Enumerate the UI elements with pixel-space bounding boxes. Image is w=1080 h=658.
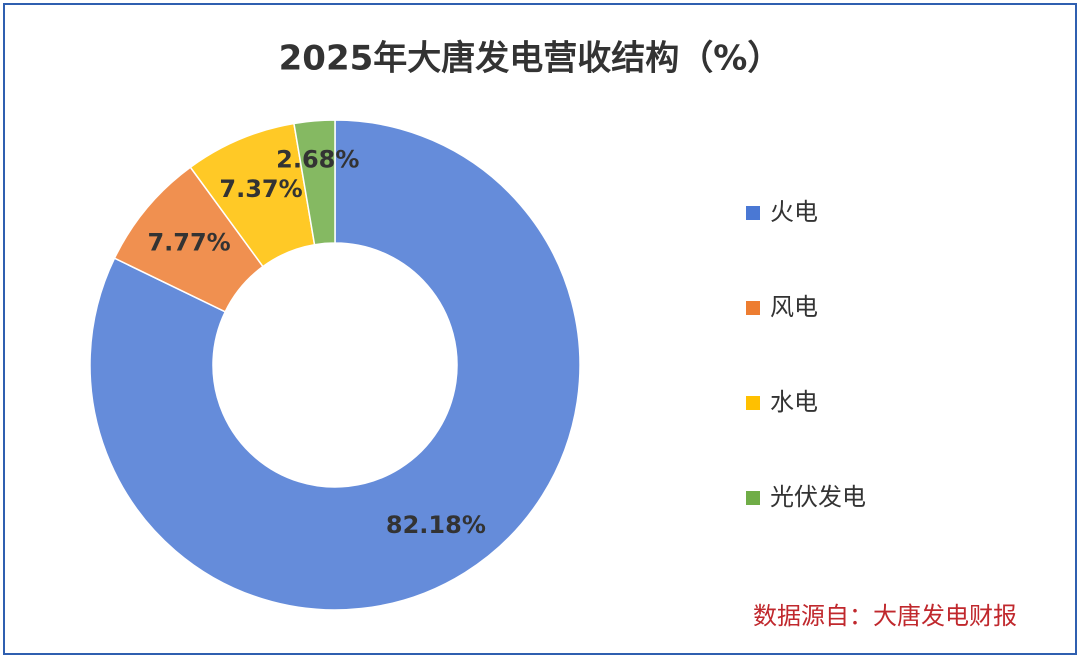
data-label: 82.18% bbox=[386, 511, 486, 539]
legend-swatch bbox=[746, 491, 760, 505]
source-note: 数据源自：大唐发电财报 bbox=[753, 602, 1017, 630]
legend-label: 水电 bbox=[770, 388, 818, 416]
donut-slice bbox=[89, 119, 581, 611]
legend-label: 风电 bbox=[770, 293, 818, 321]
legend-swatch bbox=[746, 301, 760, 315]
legend-label: 火电 bbox=[770, 198, 818, 226]
legend-swatch bbox=[746, 396, 760, 410]
donut-slice bbox=[293, 119, 336, 246]
chart-title: 2025年大唐发电营收结构（%） bbox=[279, 39, 782, 79]
legend-swatch bbox=[746, 206, 760, 220]
data-label: 7.37% bbox=[219, 175, 302, 203]
data-label: 7.77% bbox=[147, 228, 230, 256]
data-label: 2.68% bbox=[276, 146, 359, 174]
legend-label: 光伏发电 bbox=[770, 483, 866, 511]
